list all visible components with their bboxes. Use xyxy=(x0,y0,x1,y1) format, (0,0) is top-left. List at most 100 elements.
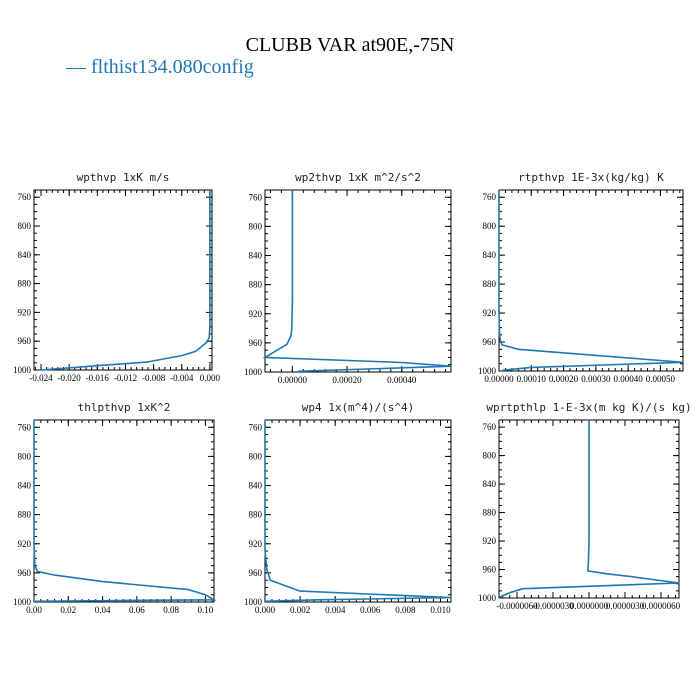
x-tick-label: 0.008 xyxy=(395,605,416,615)
plot-frame xyxy=(498,189,684,372)
x-tick-label: 0.04 xyxy=(95,605,111,615)
x-tick-label: 0.006 xyxy=(360,605,381,615)
y-tick-label: 880 xyxy=(249,280,263,290)
y-tick-label: 760 xyxy=(483,192,497,202)
y-tick-label: 880 xyxy=(483,508,497,518)
x-tick-label: 0.00020 xyxy=(332,375,362,385)
plot-frame xyxy=(33,189,213,371)
plot-frame xyxy=(264,419,452,603)
y-tick-label: 800 xyxy=(483,221,497,231)
panel-5: wp4 1x(m^4)/(s^4)76080084088092096010000… xyxy=(244,401,452,615)
x-tick-label: 0.00020 xyxy=(549,374,579,384)
panel-2: wp2thvp 1xK m^2/s^2 760 800 840 880 920 960 100… xyxy=(244,171,452,385)
y-tick-label: 960 xyxy=(249,338,263,348)
y-tick-label: 880 xyxy=(249,510,263,520)
x-tick-label: 0.10 xyxy=(198,605,214,615)
x-tick-label: -0.004 xyxy=(170,373,194,383)
y-tick-label: 920 xyxy=(18,307,32,317)
x-tick-label: 0.08 xyxy=(163,605,179,615)
x-tick-label: 0.00050 xyxy=(646,374,676,384)
panel-title: rtpthvp 1E-3x(kg/kg) K xyxy=(518,171,664,184)
y-tick-label: 880 xyxy=(18,279,32,289)
panel-4: thlpthvp 1xK^2 760 800 840 880 920 960 10000.00… xyxy=(13,401,217,615)
x-tick-label: 0.02 xyxy=(60,605,76,615)
x-tick-label: -0.024 xyxy=(29,373,53,383)
x-tick-label: 0.00 xyxy=(26,605,42,615)
panel-3: rtpthvp 1E-3x(kg/kg) K 760 800 840 880 920 960… xyxy=(478,171,684,384)
x-tick-label: -0.016 xyxy=(86,373,110,383)
y-tick-label: 800 xyxy=(249,451,263,461)
y-tick-label: 800 xyxy=(249,221,263,231)
x-tick-label: -0.012 xyxy=(114,373,137,383)
y-tick-label: 760 xyxy=(249,192,263,202)
y-tick-label: 920 xyxy=(249,539,263,549)
y-tick-label: 760 xyxy=(18,422,32,432)
y-tick-label: 840 xyxy=(249,251,263,261)
x-tick-label: 0.010 xyxy=(430,605,451,615)
y-tick-label: 1000 xyxy=(244,367,263,377)
series-line xyxy=(498,420,680,599)
x-tick-label: -0.008 xyxy=(142,373,166,383)
panel-title: thlpthvp 1xK^2 xyxy=(78,401,171,414)
series-line xyxy=(498,190,684,372)
x-tick-label: 0.00030 xyxy=(581,374,611,384)
y-tick-label: 920 xyxy=(483,308,497,318)
y-tick-label: 1000 xyxy=(478,366,497,376)
y-tick-label: 1000 xyxy=(13,597,32,607)
y-tick-label: 840 xyxy=(18,481,32,491)
figure-title: CLUBB VAR at90E,-75N xyxy=(245,34,455,56)
y-tick-label: 760 xyxy=(483,422,497,432)
y-tick-label: 960 xyxy=(483,565,497,575)
y-tick-label: 960 xyxy=(18,568,32,578)
x-tick-label: 0.002 xyxy=(290,605,310,615)
y-tick-label: 920 xyxy=(249,309,263,319)
plot-frame xyxy=(33,419,215,603)
y-tick-label: 800 xyxy=(18,221,32,231)
y-tick-label: 840 xyxy=(249,481,263,491)
y-tick-label: 960 xyxy=(18,336,32,346)
y-tick-label: 960 xyxy=(483,337,497,347)
series-line xyxy=(33,420,217,603)
panel-title: wprtpthlp 1-E-3x(m kg K)/(s kg) xyxy=(486,401,691,414)
x-tick-label: 0.00000 xyxy=(484,374,514,384)
y-tick-label: 880 xyxy=(18,510,32,520)
x-tick-label: 0.0000000 xyxy=(570,601,609,611)
x-tick-label: 0.000 xyxy=(200,373,221,383)
x-tick-label: -0.020 xyxy=(58,373,82,383)
y-tick-label: 840 xyxy=(18,250,32,260)
y-tick-label: 960 xyxy=(249,568,263,578)
series-line xyxy=(40,190,211,371)
y-tick-label: 760 xyxy=(18,192,32,202)
y-tick-label: 920 xyxy=(483,536,497,546)
legend-entry: — flthist134.080config xyxy=(66,56,254,78)
panel-title: wpthvp 1xK m/s xyxy=(77,171,170,184)
x-tick-label: 0.0000030 xyxy=(606,601,645,611)
x-tick-label: 0.0000060 xyxy=(642,601,681,611)
x-tick-label: -0.0000030 xyxy=(532,601,574,611)
y-tick-label: 1000 xyxy=(244,597,263,607)
y-tick-label: 800 xyxy=(483,451,497,461)
panel-6: wprtpthlp 1-E-3x(m kg K)/(s kg) 760 800 840… xyxy=(478,401,692,611)
y-tick-label: 840 xyxy=(483,479,497,489)
y-tick-label: 880 xyxy=(483,279,497,289)
y-tick-label: 920 xyxy=(18,539,32,549)
panel-title: wp2thvp 1xK m^2/s^2 xyxy=(295,171,421,184)
series-line xyxy=(262,190,452,373)
y-tick-label: 800 xyxy=(18,451,32,461)
y-tick-label: 840 xyxy=(483,250,497,260)
panel-1: wpthvp 1xK m/s7608008408809209601000-0.0… xyxy=(13,171,221,383)
x-tick-label: -0.0000060 xyxy=(496,601,538,611)
x-tick-label: 0.00000 xyxy=(278,375,308,385)
x-tick-label: 0.06 xyxy=(129,605,145,615)
x-tick-label: 0.00040 xyxy=(387,375,417,385)
x-tick-label: 0.00010 xyxy=(517,374,547,384)
x-tick-label: 0.00040 xyxy=(613,374,643,384)
y-tick-label: 1000 xyxy=(478,593,497,603)
x-tick-label: 0.004 xyxy=(325,605,346,615)
y-tick-label: 1000 xyxy=(13,365,32,375)
x-tick-label: 0.000 xyxy=(255,605,276,615)
panel-title: wp4 1x(m^4)/(s^4) xyxy=(302,401,415,414)
series-line xyxy=(264,420,452,603)
y-tick-label: 760 xyxy=(249,422,263,432)
